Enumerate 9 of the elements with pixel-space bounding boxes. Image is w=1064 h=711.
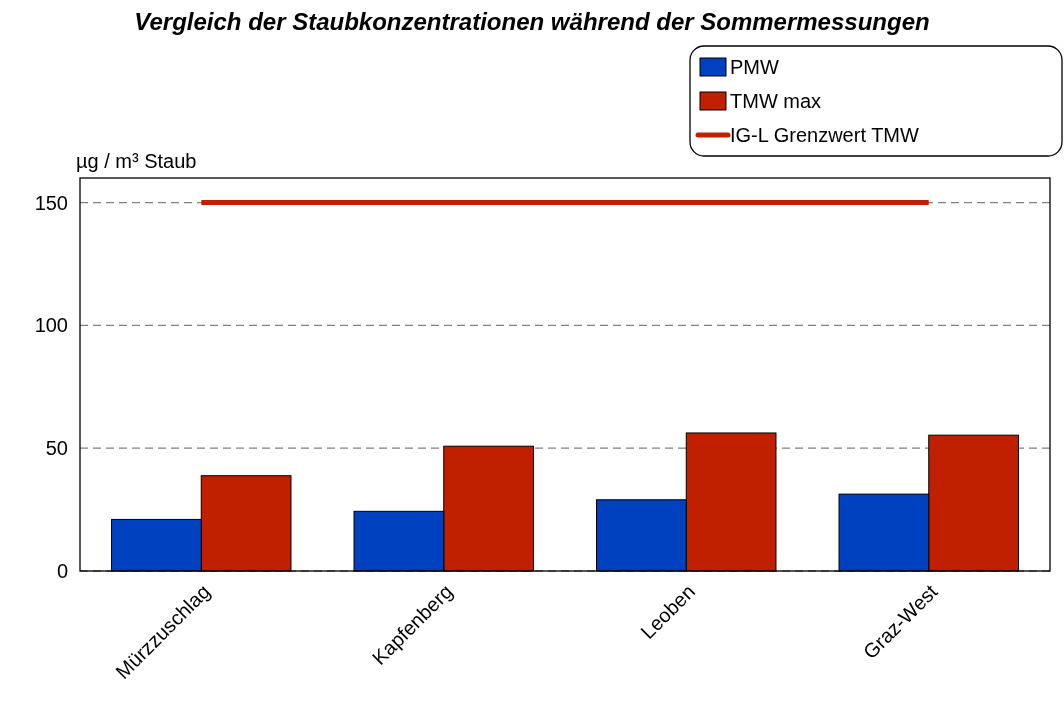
y-tick-label: 50 [45,437,68,460]
y-tick-label: 150 [34,191,68,214]
legend-label: IG-L Grenzwert TMW [730,124,920,146]
chart-title: Vergleich der Staubkonzentrationen während der Sommermessungen [134,8,930,35]
legend-label: PMW [730,56,779,78]
y-tick-label: 0 [56,560,68,582]
legend-label: TMW max [730,90,822,112]
y-tick-label: 100 [34,314,68,337]
y-axis-title: µg / m³ Staub [76,150,197,172]
